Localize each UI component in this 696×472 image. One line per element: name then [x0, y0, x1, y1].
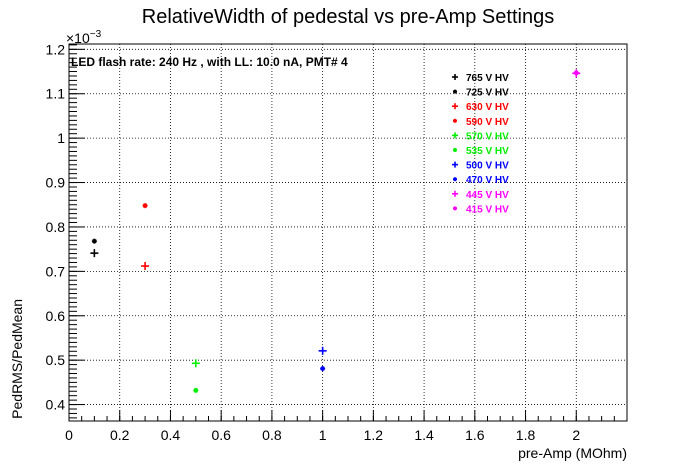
- y-tick-label: 0.8: [46, 219, 66, 235]
- x-tick-label: 1.8: [516, 427, 536, 443]
- legend-label: 725 V HV: [466, 88, 509, 99]
- y-axis-exponent-base: ×10: [66, 30, 90, 46]
- y-tick-label: 0.7: [46, 263, 66, 279]
- y-axis-exponent: ×10−3: [66, 29, 102, 46]
- data-point: [320, 366, 326, 372]
- x-tick-labels: 0 0.2 0.4 0.6 0.8 1 1.2 1.4 1.6 1.8 2: [65, 427, 580, 443]
- legend-marker: [453, 118, 457, 123]
- legend-marker: [453, 89, 457, 94]
- legend-marker: [453, 148, 457, 152]
- data-point: [141, 262, 150, 271]
- x-tick-label: 1.2: [364, 427, 384, 443]
- data-points: [90, 69, 581, 393]
- y-axis-exponent-power: −3: [90, 29, 102, 40]
- x-axis-label: pre-Amp (MOhm): [518, 445, 627, 461]
- y-tick-label: 0.4: [46, 397, 66, 413]
- chart-title: RelativeWidth of pedestal vs pre-Amp Set…: [142, 6, 554, 28]
- legend-marker: [452, 74, 458, 80]
- legend-label: 590 V HV: [466, 117, 509, 128]
- data-point: [91, 238, 97, 244]
- data-point: [573, 70, 579, 76]
- x-tick-label: 1.4: [414, 427, 434, 443]
- axis-ticks: [68, 44, 628, 421]
- annotation-text: LED flash rate: 240 Hz , with LL: 10.0 n…: [71, 55, 348, 69]
- y-tick-label: 1: [57, 130, 65, 146]
- data-point: [90, 249, 99, 258]
- x-tick-label: 0.8: [262, 427, 282, 443]
- y-tick-label: 1.2: [46, 41, 66, 57]
- legend-label: 470 V HV: [466, 175, 509, 186]
- data-point: [191, 359, 200, 368]
- legend-label: 570 V HV: [466, 131, 509, 142]
- y-tick-label: 0.5: [46, 352, 66, 368]
- legend-marker: [452, 161, 458, 168]
- plot-frame: [68, 43, 628, 422]
- data-point: [142, 203, 148, 209]
- y-tick-labels: 0.4 0.5 0.6 0.7 0.8 0.9 1 1.1 1.2: [46, 41, 66, 412]
- x-tick-label: 0.2: [110, 427, 130, 443]
- legend-marker: [453, 177, 457, 182]
- legend-label: 500 V HV: [466, 161, 509, 172]
- x-tick-label: 1.6: [465, 427, 485, 443]
- legend: 765 V HV 725 V HV 630 V HV 590 V HV 570 V HV…: [452, 73, 509, 215]
- y-tick-label: 1.1: [46, 86, 66, 102]
- legend-marker: [452, 103, 458, 110]
- y-tick-label: 0.9: [46, 175, 66, 191]
- x-tick-label: 0.4: [161, 427, 181, 443]
- x-tick-label: 0.6: [211, 427, 231, 443]
- legend-label: 445 V HV: [466, 190, 509, 201]
- y-axis-label: PedRMS/PedMean: [9, 299, 25, 419]
- legend-marker: [452, 132, 458, 139]
- x-tick-label: 1: [319, 427, 327, 443]
- legend-label: 415 V HV: [466, 204, 509, 215]
- legend-marker: [452, 190, 458, 197]
- x-tick-label: 2: [572, 427, 580, 443]
- y-tick-label: 0.6: [46, 308, 66, 324]
- legend-marker: [453, 206, 457, 211]
- legend-label: 765 V HV: [466, 73, 509, 84]
- data-point: [193, 387, 199, 393]
- data-point: [318, 346, 327, 355]
- grid: [68, 44, 627, 421]
- legend-label: 535 V HV: [466, 146, 509, 157]
- legend-label: 630 V HV: [466, 102, 509, 113]
- x-tick-label: 0: [65, 427, 73, 443]
